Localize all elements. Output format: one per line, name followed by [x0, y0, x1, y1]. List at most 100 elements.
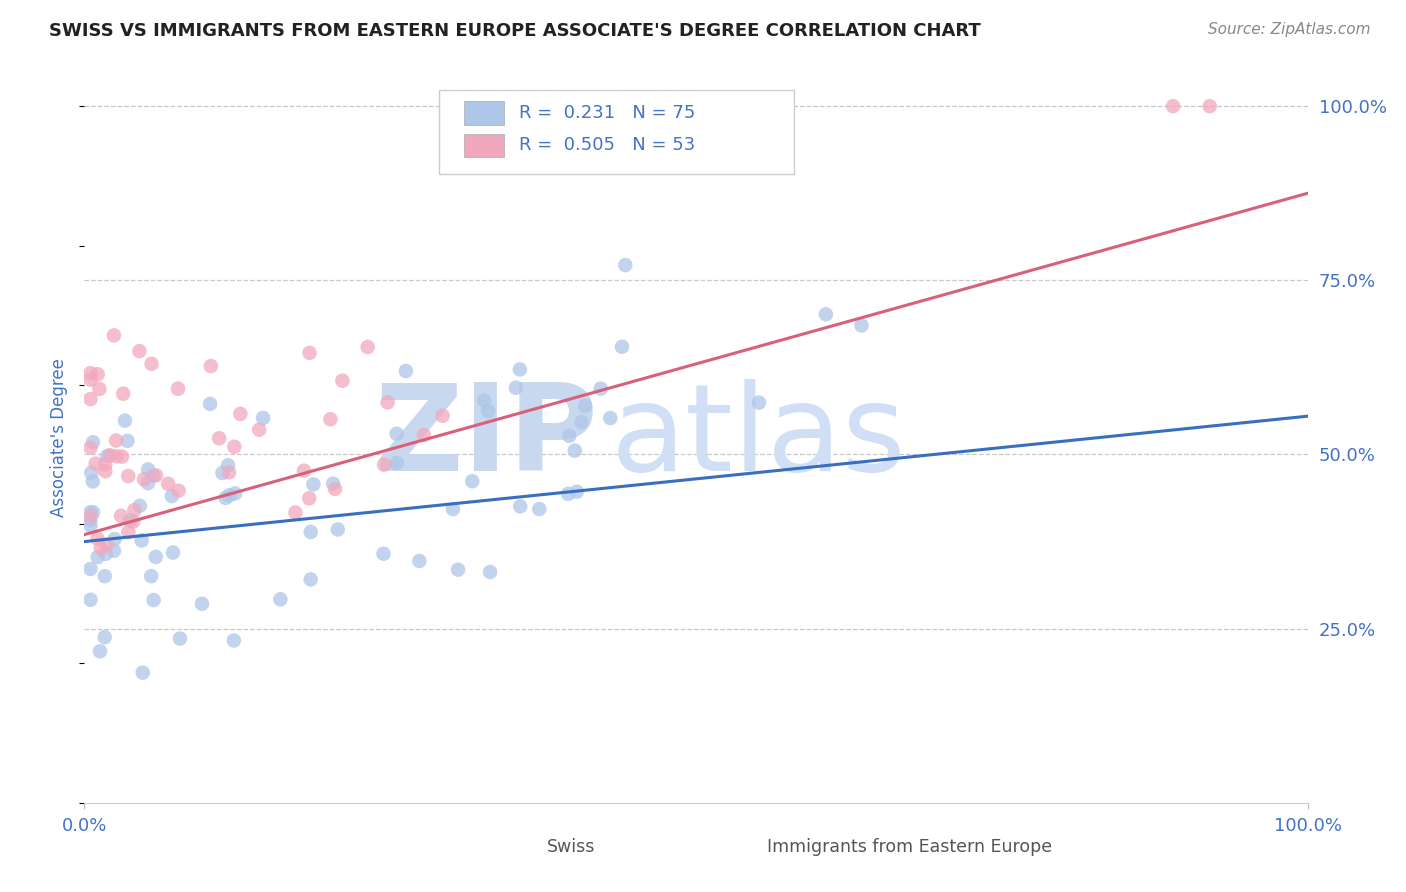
Point — [79, 373, 101, 387]
Point — [851, 318, 873, 333]
Point — [408, 554, 430, 568]
Text: Swiss: Swiss — [547, 838, 595, 855]
Point — [89, 382, 111, 396]
Text: atlas: atlas — [610, 378, 905, 496]
Point — [79, 513, 101, 527]
Point — [477, 404, 499, 418]
Point — [332, 374, 354, 388]
Point — [322, 476, 344, 491]
Point — [131, 533, 153, 548]
Point — [373, 547, 395, 561]
Text: ZIP: ZIP — [374, 378, 598, 496]
Point — [479, 565, 502, 579]
Point — [132, 472, 155, 486]
Point — [472, 393, 495, 408]
Point — [571, 415, 593, 429]
Point — [111, 450, 134, 464]
Point — [141, 569, 163, 583]
Point — [167, 483, 190, 498]
Point — [224, 440, 246, 454]
Point — [82, 475, 104, 489]
Point — [413, 428, 436, 442]
Point — [112, 386, 135, 401]
Point — [145, 549, 167, 564]
Point — [529, 502, 551, 516]
Point — [167, 382, 190, 396]
Text: Source: ZipAtlas.com: Source: ZipAtlas.com — [1208, 22, 1371, 37]
Point — [247, 423, 270, 437]
Point — [211, 466, 233, 480]
Point — [509, 500, 531, 514]
Point — [160, 489, 183, 503]
Point — [614, 258, 637, 272]
Text: R =  0.505   N = 53: R = 0.505 N = 53 — [519, 136, 695, 154]
Point — [79, 441, 101, 455]
Point — [96, 538, 118, 552]
Point — [814, 307, 837, 321]
Text: SWISS VS IMMIGRANTS FROM EASTERN EUROPE ASSOCIATE'S DEGREE CORRELATION CHART: SWISS VS IMMIGRANTS FROM EASTERN EUROPE … — [49, 22, 981, 40]
Point — [589, 382, 612, 396]
Point — [298, 491, 321, 506]
Point — [385, 426, 408, 441]
Text: Immigrants from Eastern Europe: Immigrants from Eastern Europe — [766, 838, 1052, 855]
Point — [748, 395, 770, 409]
Point — [323, 482, 346, 496]
FancyBboxPatch shape — [501, 838, 537, 858]
Point — [509, 362, 531, 376]
Point — [215, 491, 238, 505]
Point — [191, 597, 214, 611]
Point — [103, 328, 125, 343]
Point — [128, 499, 150, 513]
Point — [447, 563, 470, 577]
Text: R =  0.231   N = 75: R = 0.231 N = 75 — [519, 104, 695, 122]
Point — [94, 569, 117, 583]
Point — [269, 592, 291, 607]
Point — [395, 364, 418, 378]
Point — [114, 414, 136, 428]
Point — [302, 477, 325, 491]
Point — [86, 368, 108, 382]
Point — [229, 407, 252, 421]
Point — [162, 545, 184, 559]
Point — [117, 434, 139, 448]
Point — [79, 508, 101, 523]
Point — [122, 515, 145, 529]
Point — [198, 397, 221, 411]
Point — [80, 466, 103, 480]
Point — [319, 412, 342, 426]
Point — [79, 505, 101, 519]
Point — [224, 486, 246, 500]
Point — [94, 464, 117, 478]
FancyBboxPatch shape — [464, 134, 503, 157]
Point — [105, 450, 128, 464]
Point — [326, 523, 349, 537]
Point — [432, 409, 454, 423]
Point — [610, 340, 633, 354]
Point — [90, 541, 112, 556]
Point — [252, 411, 274, 425]
Point — [96, 449, 118, 463]
Point — [103, 543, 125, 558]
Point — [142, 593, 165, 607]
Point — [505, 381, 527, 395]
Point — [284, 506, 307, 520]
Point — [357, 340, 380, 354]
Point — [94, 458, 117, 472]
Point — [217, 458, 239, 473]
Point — [1161, 99, 1184, 113]
Point — [599, 411, 621, 425]
Point — [377, 395, 399, 409]
Point — [169, 632, 191, 646]
Point — [84, 457, 107, 471]
Point — [104, 532, 127, 546]
Point — [136, 462, 159, 476]
Point — [117, 525, 139, 540]
Point — [373, 458, 395, 472]
Point — [461, 474, 484, 488]
Point — [93, 630, 115, 644]
Point — [142, 468, 165, 483]
Point — [200, 359, 222, 373]
Point — [208, 431, 231, 445]
FancyBboxPatch shape — [464, 102, 503, 125]
Point — [79, 518, 101, 533]
